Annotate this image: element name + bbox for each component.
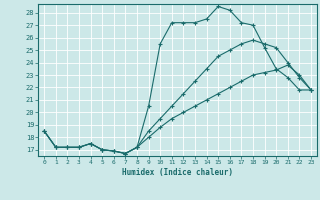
X-axis label: Humidex (Indice chaleur): Humidex (Indice chaleur) xyxy=(122,168,233,177)
